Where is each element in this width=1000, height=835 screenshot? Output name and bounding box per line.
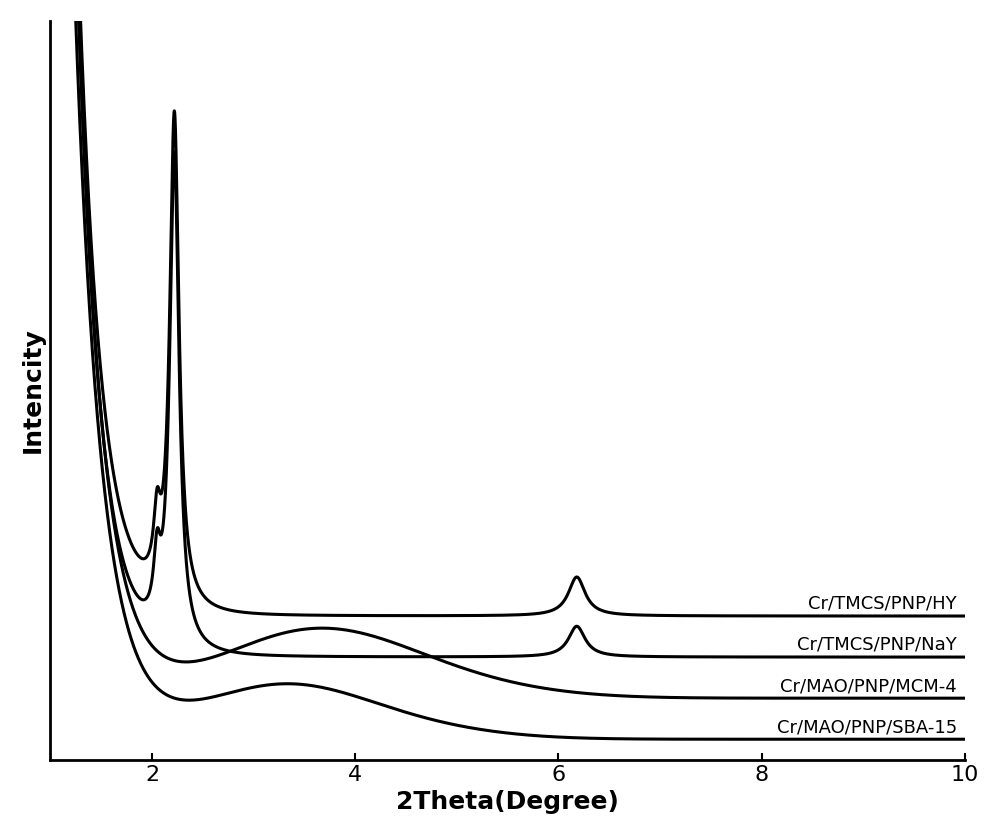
X-axis label: 2Theta(Degree): 2Theta(Degree) bbox=[396, 790, 619, 814]
Text: Cr/MAO/PNP/MCM-4: Cr/MAO/PNP/MCM-4 bbox=[780, 677, 957, 695]
Text: Cr/MAO/PNP/SBA-15: Cr/MAO/PNP/SBA-15 bbox=[777, 718, 957, 736]
Y-axis label: Intencity: Intencity bbox=[21, 327, 45, 453]
Text: Cr/TMCS/PNP/HY: Cr/TMCS/PNP/HY bbox=[808, 595, 957, 613]
Text: Cr/TMCS/PNP/NaY: Cr/TMCS/PNP/NaY bbox=[797, 636, 957, 654]
